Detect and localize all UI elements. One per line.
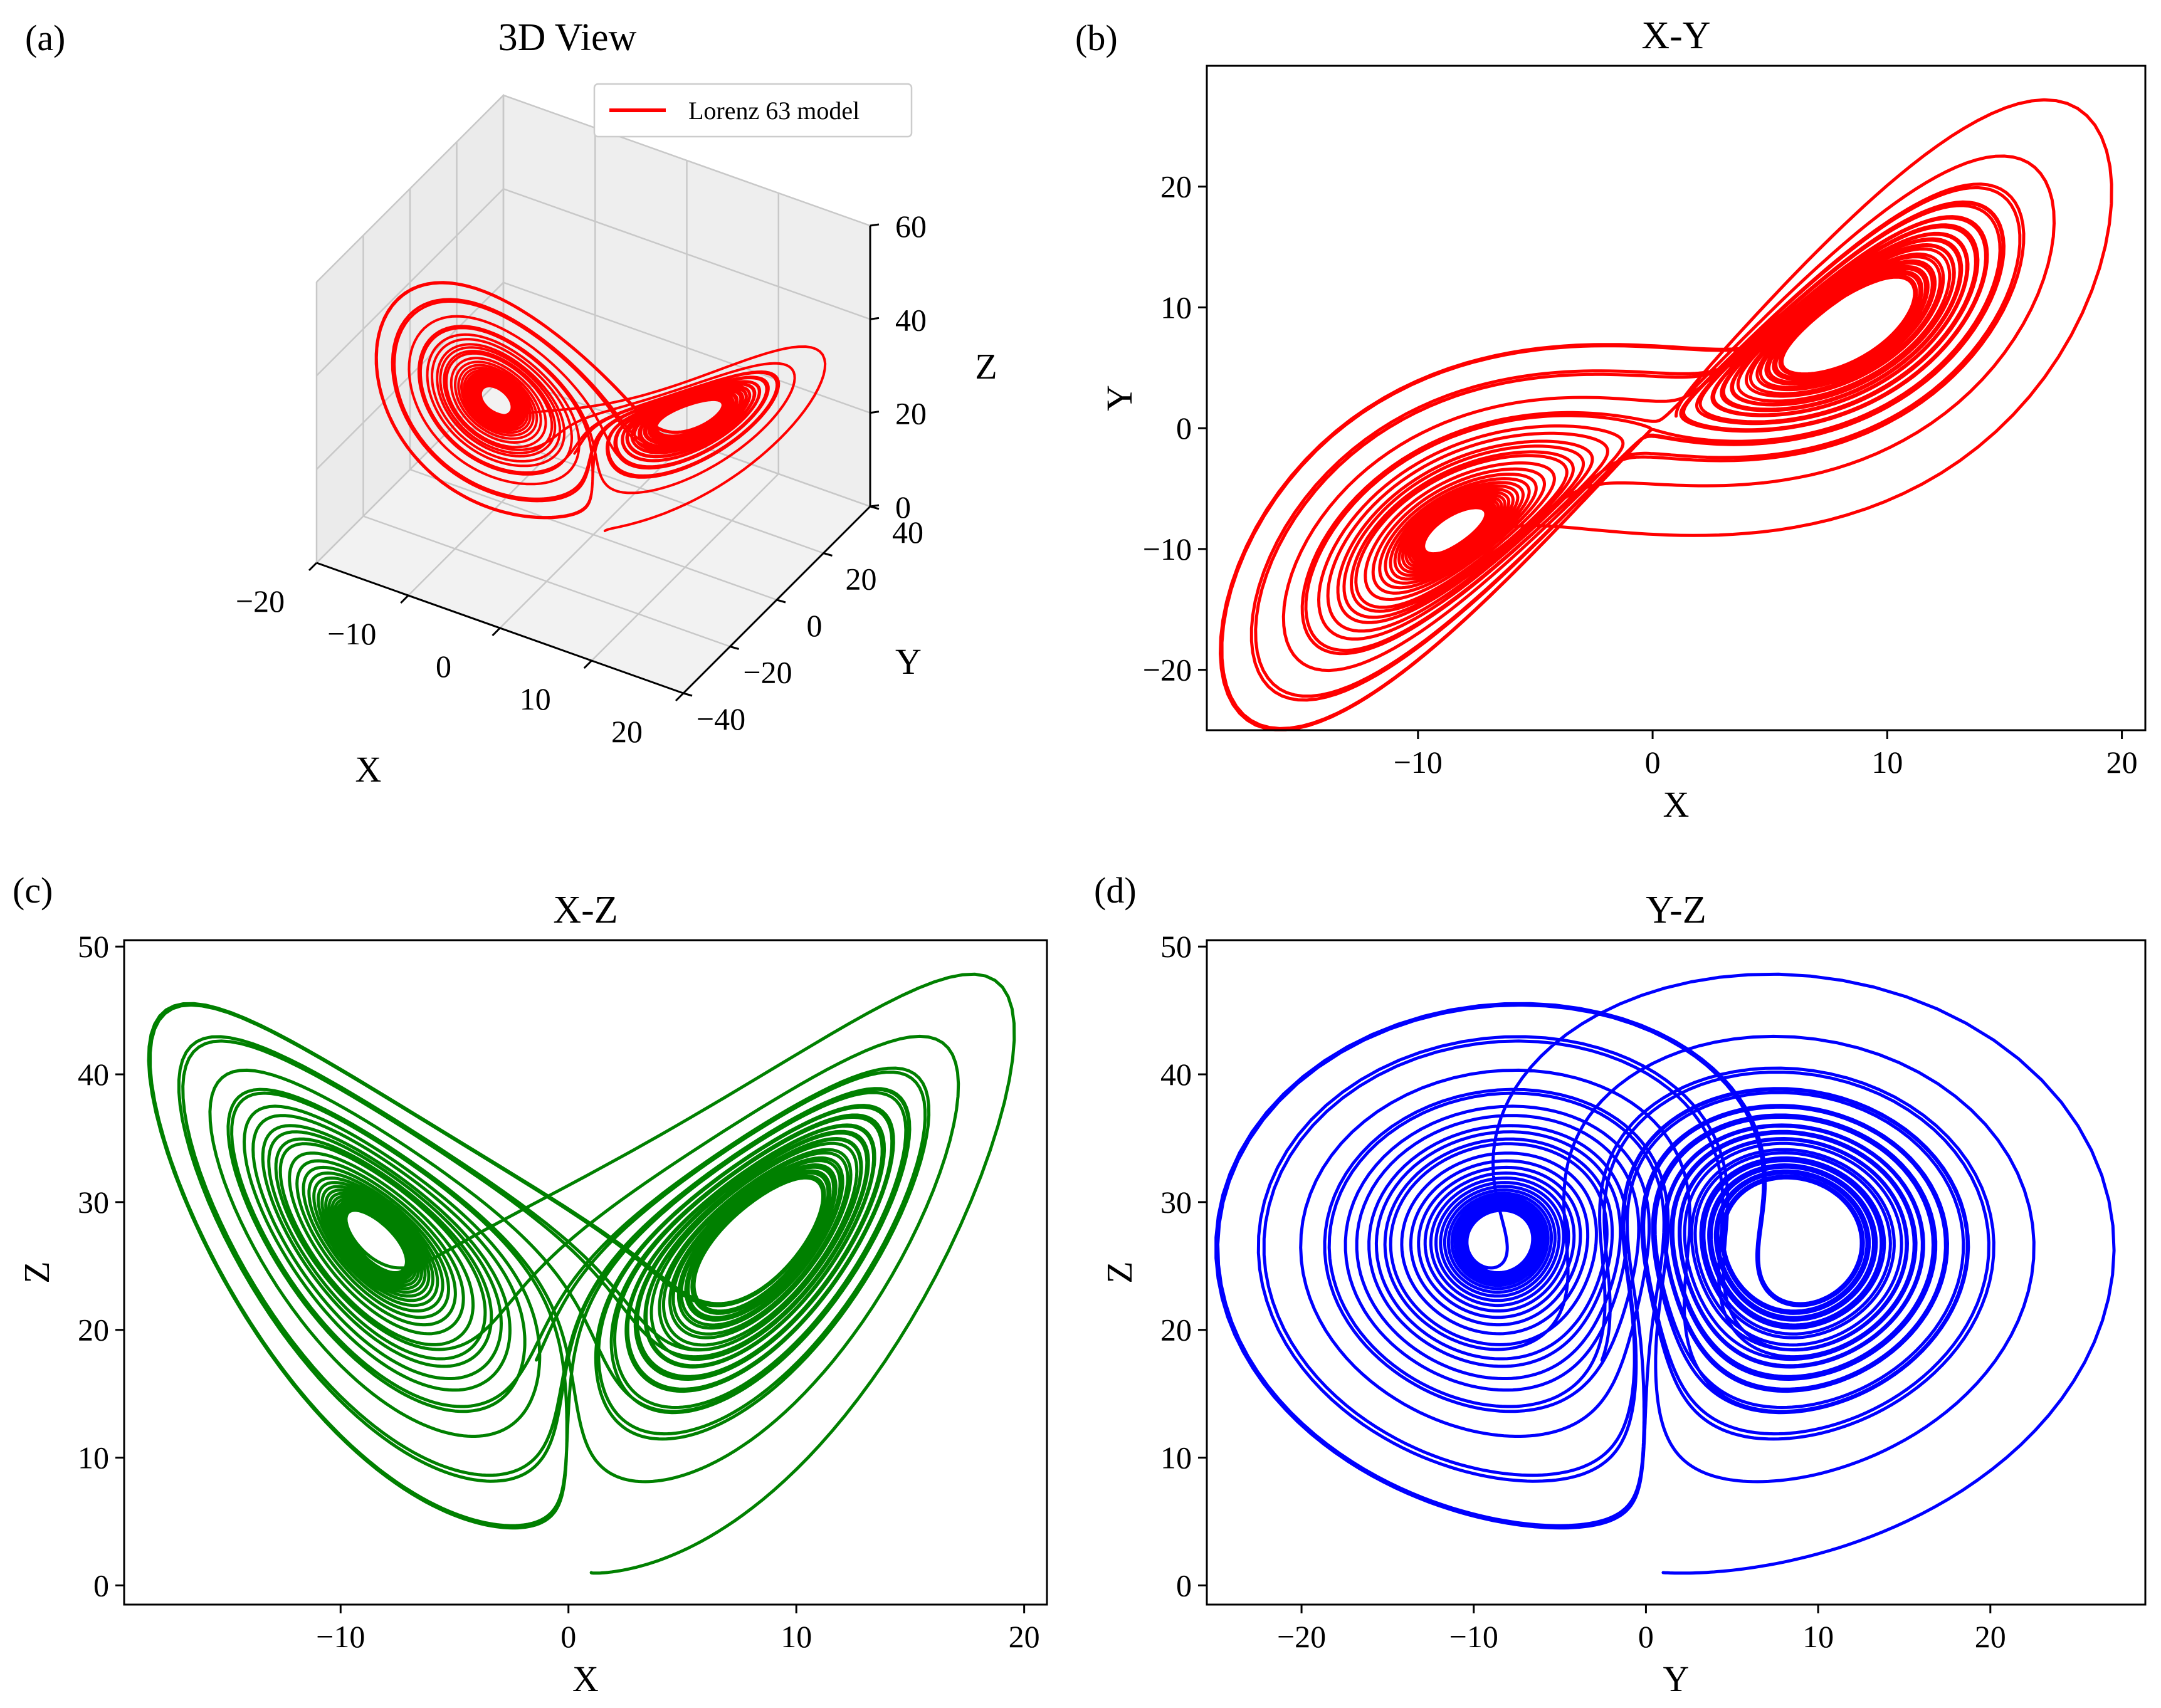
y-tick-label-b: −10 xyxy=(1143,532,1192,567)
y-tick-label-b: 20 xyxy=(1160,169,1192,204)
y-tick-label-b: −20 xyxy=(1143,652,1192,688)
panel-b-x-y: −10 0 10 20 −20 −10 0 10 20 X Y X-Y (b) xyxy=(1075,14,2147,825)
y-tick-a xyxy=(823,552,833,557)
panel-tag-d: (d) xyxy=(1094,870,1137,911)
z-tick-label-a: 60 xyxy=(895,209,927,244)
y-tick-label-d: 10 xyxy=(1160,1440,1192,1475)
panel-tag-b: (b) xyxy=(1075,18,1118,58)
x-tick-label-b: 0 xyxy=(1645,745,1661,780)
z-tick-a xyxy=(870,411,880,414)
x-tick-a xyxy=(308,562,318,572)
y-tick-a xyxy=(730,646,739,650)
z-tick-label-a: 0 xyxy=(895,490,911,525)
plot-frame-b xyxy=(1206,65,2147,731)
y-tick-label-d: 30 xyxy=(1160,1185,1192,1220)
z-tick-a xyxy=(870,504,880,508)
x-axis-label-c: X xyxy=(572,1658,599,1699)
panel-tag-a: (a) xyxy=(25,18,65,58)
y-tick-label-c: 20 xyxy=(78,1312,109,1348)
y-tick-label-c: 0 xyxy=(93,1568,109,1603)
y-axis-label-a: Y xyxy=(895,641,922,682)
y-tick-label-a: 20 xyxy=(846,562,877,597)
z-gridline xyxy=(316,281,871,470)
z-gridline xyxy=(316,187,871,377)
z-tick-label-a: 40 xyxy=(895,302,927,337)
y-tick-label-d: 40 xyxy=(1160,1057,1192,1092)
y-axis-label-b: Y xyxy=(1099,385,1140,411)
y-tick-label-c: 10 xyxy=(78,1440,109,1475)
x-tick-label-a: 0 xyxy=(436,649,451,684)
plot-frame-d xyxy=(1206,939,2147,1606)
y-tick-label-d: 0 xyxy=(1176,1568,1192,1603)
y-tick-label-d: 20 xyxy=(1160,1312,1192,1348)
x-tick-label-a: −10 xyxy=(327,616,376,651)
trajectory-line-b xyxy=(1219,98,2113,731)
x-tick-label-d: 0 xyxy=(1638,1619,1654,1654)
z-gridline xyxy=(316,94,871,283)
legend-box xyxy=(593,83,913,138)
x-tick-label-a: 20 xyxy=(611,714,643,749)
x-tick-label-a: −20 xyxy=(236,584,285,619)
panel-title-b: X-Y xyxy=(1641,14,1710,57)
z-tick-label-a: 20 xyxy=(895,396,927,431)
x-tick-label-d: 20 xyxy=(1975,1619,2006,1654)
y-tick-label-a: 40 xyxy=(892,515,923,550)
y-tick-a xyxy=(683,692,693,697)
y-tick-label-c: 50 xyxy=(78,929,109,964)
z-tick-a xyxy=(870,223,880,227)
y-tick-label-a: −40 xyxy=(697,701,745,736)
y-tick-label-c: 30 xyxy=(78,1185,109,1220)
z-tick-a xyxy=(870,317,880,320)
panel-c-x-z: −10 0 10 20 0 10 20 30 40 50 X Z X-Z (c) xyxy=(13,870,1048,1699)
y-tick-label-b: 0 xyxy=(1176,411,1192,446)
x-tick-label-c: 0 xyxy=(560,1619,576,1654)
y-axis-label-d: Z xyxy=(1099,1261,1140,1283)
x-tick-label-d: 10 xyxy=(1802,1619,1834,1654)
x-tick-label-b: 10 xyxy=(1871,745,1903,780)
x-axis-label-a: X xyxy=(355,749,382,790)
panel-title-c: X-Z xyxy=(553,889,618,931)
legend-label: Lorenz 63 model xyxy=(688,97,860,125)
x-tick-a xyxy=(400,594,409,604)
x-tick-label-b: 20 xyxy=(2106,745,2138,780)
y-tick-a xyxy=(776,599,786,604)
x-axis-label-d: Y xyxy=(1663,1658,1690,1699)
x-tick-a xyxy=(492,627,501,637)
y-tick-label-a: −20 xyxy=(743,655,792,690)
panel-title-d: Y-Z xyxy=(1646,889,1706,931)
x-tick-label-a: 10 xyxy=(520,681,551,716)
trajectory-line-c xyxy=(147,972,1016,1575)
plot-frame-c xyxy=(123,939,1048,1606)
legend: Lorenz 63 model xyxy=(593,83,913,138)
x-tick-a xyxy=(675,692,685,702)
panel-tag-c: (c) xyxy=(13,870,53,911)
x-axis-label-b: X xyxy=(1663,784,1690,825)
x-tick-label-b: −10 xyxy=(1394,745,1443,780)
y-axis-label-c: Z xyxy=(16,1261,57,1283)
x-tick-a xyxy=(583,659,592,669)
panel-title-a: 3D View xyxy=(498,16,637,59)
z-axis-label-a: Z xyxy=(975,346,997,387)
trajectory-line-a xyxy=(374,281,827,532)
x-tick-label-c: −10 xyxy=(316,1619,365,1654)
x-tick-label-d: −10 xyxy=(1449,1619,1498,1654)
y-tick-label-c: 40 xyxy=(78,1057,109,1092)
y-tick-label-b: 10 xyxy=(1160,290,1192,325)
y-tick-label-d: 50 xyxy=(1160,929,1192,964)
panel-d-y-z: −20 −10 0 10 20 0 10 20 30 40 50 Y Z Y-Z (d) xyxy=(1094,870,2147,1699)
x-tick-label-d: −20 xyxy=(1277,1619,1326,1654)
x-tick-label-c: 20 xyxy=(1009,1619,1040,1654)
trajectory-line-d xyxy=(1214,972,2116,1575)
y-tick-label-a: 0 xyxy=(807,608,823,643)
x-tick-label-c: 10 xyxy=(781,1619,812,1654)
